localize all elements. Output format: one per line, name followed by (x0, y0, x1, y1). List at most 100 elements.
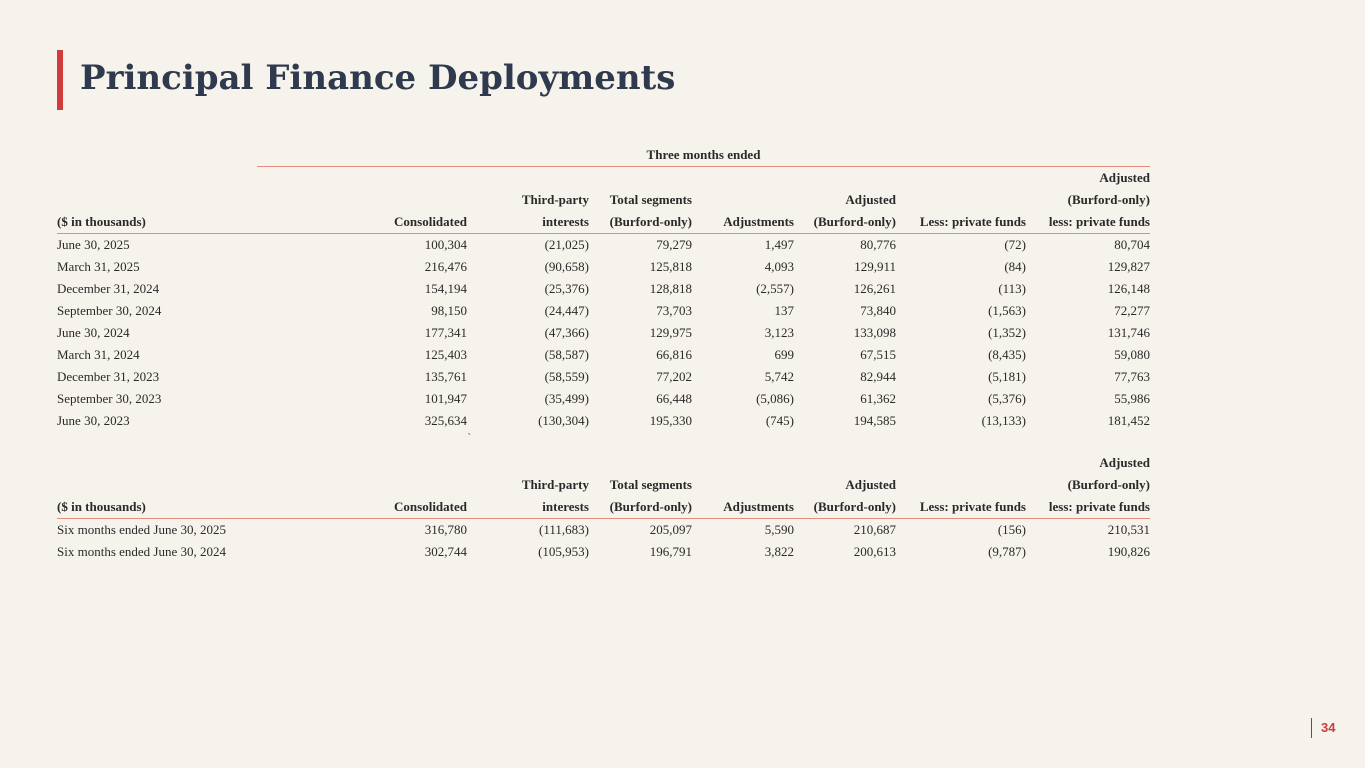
cell-value: (58,559) (544, 369, 589, 384)
column-header (57, 452, 257, 474)
header-row: Adjusted (57, 167, 1150, 190)
header-row: Third-party Total segments Adjusted (Burfor… (57, 189, 1150, 211)
column-header (257, 474, 467, 496)
cell-value: 73,840 (860, 303, 896, 318)
cell-value: 128,818 (649, 281, 692, 296)
cell-value: (47,366) (544, 325, 589, 340)
cell-value: (35,499) (544, 391, 589, 406)
column-header (57, 189, 257, 211)
column-header: Adjusted (845, 192, 896, 207)
cell-value: 316,780 (424, 522, 467, 537)
cell-value: 210,687 (853, 522, 896, 537)
cell-value: 67,515 (860, 347, 896, 362)
six-months-table: Adjusted Third-party Total segments Adjuste… (57, 452, 1150, 563)
column-header: Adjusted (845, 477, 896, 492)
cell-value: (5,376) (988, 391, 1026, 406)
cell-value: (24,447) (544, 303, 589, 318)
cell-value: (113) (998, 281, 1026, 296)
table-row: Six months ended June 30, 2024 302,744 (10… (57, 541, 1150, 563)
column-header: (Burford-only) (794, 496, 896, 519)
cell-value: (105,953) (538, 544, 589, 559)
cell-value: 55,986 (1114, 391, 1150, 406)
row-label: March 31, 2024 (57, 347, 140, 362)
cell-value: 129,911 (854, 259, 896, 274)
cell-value: 80,776 (860, 237, 896, 252)
cell-value: 210,531 (1107, 522, 1150, 537)
column-header: ($ in thousands) (57, 211, 257, 234)
table-row: December 31, 2023 135,761 (58,559) 77,202 5,… (57, 366, 1150, 388)
cell-value: (5,181) (988, 369, 1026, 384)
table-row: September 30, 2024 98,150 (24,447) 73,703 13… (57, 300, 1150, 322)
stray-mark: ` (467, 432, 473, 445)
cell-value: 216,476 (424, 259, 467, 274)
column-header (57, 167, 257, 190)
row-label: Six months ended June 30, 2024 (57, 544, 226, 559)
cell-value: (2,557) (756, 281, 794, 296)
cell-value: 133,098 (853, 325, 896, 340)
column-header (896, 189, 1026, 211)
cell-value: (111,683) (539, 522, 589, 537)
table-row: Six months ended June 30, 2025 316,780 (11… (57, 519, 1150, 542)
cell-value: 135,761 (424, 369, 467, 384)
column-header: (Burford-only) (589, 496, 692, 519)
column-header (794, 167, 896, 190)
cell-value: 137 (774, 303, 795, 318)
cell-value: 125,403 (424, 347, 467, 362)
cell-value: (25,376) (544, 281, 589, 296)
cell-value: 200,613 (853, 544, 896, 559)
header-row: ($ in thousands) Consolidated interests (Bu… (57, 211, 1150, 234)
column-header: (Burford-only) (1067, 477, 1150, 492)
column-header (257, 189, 467, 211)
row-label: June 30, 2024 (57, 325, 130, 340)
column-header: Adjusted (1099, 170, 1150, 185)
column-header (692, 167, 794, 190)
cell-value: 196,791 (649, 544, 692, 559)
cell-value: 5,590 (764, 522, 794, 537)
column-header: Total segments (609, 477, 692, 492)
cell-value: 195,330 (649, 413, 692, 428)
cell-value: 699 (774, 347, 795, 362)
cell-value: 82,944 (860, 369, 896, 384)
column-header: Total segments (609, 192, 692, 207)
title-accent-bar (57, 50, 63, 110)
cell-value: 129,827 (1107, 259, 1150, 274)
cell-value: (8,435) (988, 347, 1026, 362)
cell-value: (58,587) (544, 347, 589, 362)
cell-value: (21,025) (544, 237, 589, 252)
column-header: Less: private funds (896, 211, 1026, 234)
row-label: December 31, 2024 (57, 281, 160, 296)
row-label: June 30, 2025 (57, 237, 130, 252)
column-header: Third-party (521, 192, 589, 207)
table-row: June 30, 2023 325,634 (130,304) 195,330 (745… (57, 410, 1150, 432)
cell-value: 79,279 (656, 237, 692, 252)
cell-value: 101,947 (424, 391, 467, 406)
cell-value: 72,277 (1114, 303, 1150, 318)
table-body: Six months ended June 30, 2025 316,780 (11… (57, 519, 1150, 564)
column-header: less: private funds (1026, 496, 1150, 519)
group-header: Three months ended (257, 144, 1150, 167)
column-header (467, 167, 589, 190)
cell-value: (9,787) (988, 544, 1026, 559)
cell-value: 302,744 (424, 544, 467, 559)
column-header (692, 189, 794, 211)
cell-value: 125,818 (649, 259, 692, 274)
cell-value: 59,080 (1114, 347, 1150, 362)
column-header (896, 167, 1026, 190)
table-row: September 30, 2023 101,947 (35,499) 66,448 (… (57, 388, 1150, 410)
cell-value: 66,448 (656, 391, 692, 406)
cell-value: 205,097 (649, 522, 692, 537)
cell-value: 190,826 (1107, 544, 1150, 559)
header-row: ($ in thousands) Consolidated interests (Bu… (57, 496, 1150, 519)
table-row: December 31, 2024 154,194 (25,376) 128,818 (… (57, 278, 1150, 300)
column-header (257, 452, 467, 474)
cell-value: (90,658) (544, 259, 589, 274)
table-row: March 31, 2025 216,476 (90,658) 125,818 4,09… (57, 256, 1150, 278)
three-months-table: Three months ended Adjusted Third-party To… (57, 144, 1150, 432)
column-header: (Burford-only) (589, 211, 692, 234)
column-header (896, 474, 1026, 496)
cell-value: 100,304 (424, 237, 467, 252)
table-header: Three months ended Adjusted Third-party To… (57, 144, 1150, 234)
cell-value: (130,304) (538, 413, 589, 428)
column-header (896, 452, 1026, 474)
column-header: Consolidated (257, 211, 467, 234)
